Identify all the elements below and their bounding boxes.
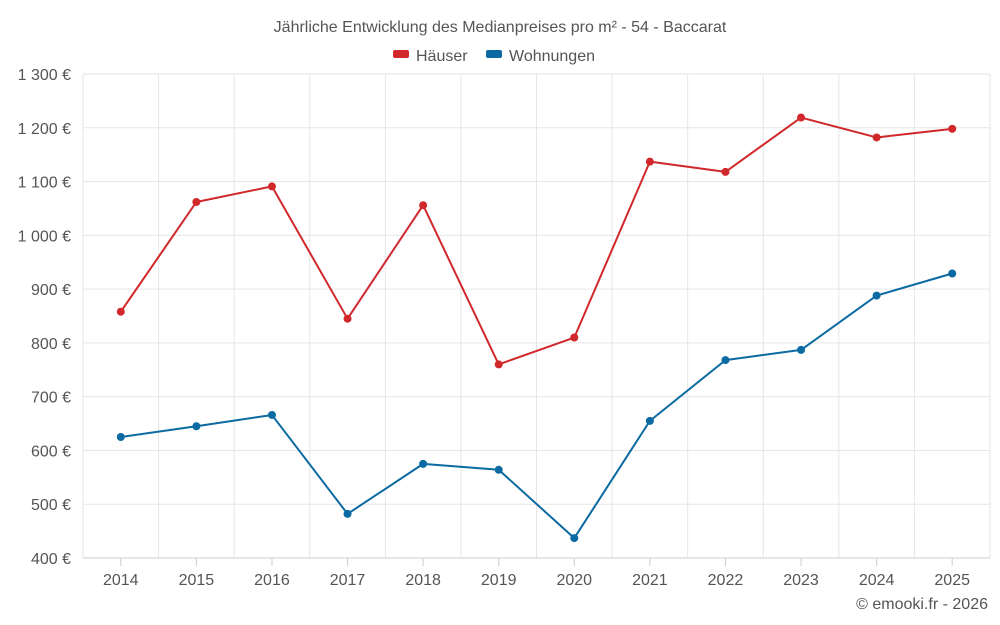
x-tick-label: 2017 [330, 572, 366, 589]
y-tick-label: 1 200 € [18, 121, 71, 138]
data-point[interactable] [192, 197, 201, 206]
data-point[interactable] [645, 416, 654, 425]
data-point[interactable] [267, 410, 276, 419]
series [116, 113, 957, 543]
legend: Häuser Wohnungen [393, 48, 595, 65]
y-tick-label: 600 € [31, 443, 71, 460]
data-point[interactable] [872, 133, 881, 142]
data-point[interactable] [797, 345, 806, 354]
data-point[interactable] [872, 291, 881, 300]
data-point[interactable] [948, 269, 957, 278]
y-tick-label: 1 000 € [18, 228, 71, 245]
y-axis: 400 € 500 € 600 € 700 € 800 € 900 € 1 000 € 1 1… [18, 67, 71, 568]
data-point[interactable] [494, 360, 503, 369]
data-point[interactable] [570, 534, 579, 543]
y-tick-label: 800 € [31, 336, 71, 353]
x-tick-label: 2020 [556, 572, 592, 589]
x-tick-label: 2025 [934, 572, 970, 589]
y-tick-label: 1 100 € [18, 175, 71, 192]
x-tick-label: 2014 [103, 572, 139, 589]
data-point[interactable] [343, 314, 352, 323]
x-tick-label: 2018 [405, 572, 441, 589]
data-point[interactable] [494, 465, 503, 474]
x-tick-label: 2021 [632, 572, 668, 589]
data-point[interactable] [343, 509, 352, 518]
credit-text: © emooki.fr - 2026 [856, 596, 988, 613]
x-tick-label: 2016 [254, 572, 290, 589]
series-line [120, 272, 953, 540]
legend-item-apartments[interactable]: Wohnungen [486, 48, 595, 65]
gridlines [82, 73, 991, 559]
legend-label-houses: Häuser [416, 48, 468, 65]
data-point[interactable] [948, 124, 957, 133]
series-line [119, 116, 953, 366]
legend-item-houses[interactable]: Häuser [393, 48, 468, 65]
data-point[interactable] [116, 433, 125, 441]
legend-label-apartments: Wohnungen [509, 48, 595, 65]
data-point[interactable] [267, 182, 276, 191]
chart-title: Jährliche Entwicklung des Medianpreises … [274, 19, 727, 36]
data-point[interactable] [419, 459, 428, 468]
y-tick-label: 1 300 € [18, 67, 71, 84]
data-point[interactable] [721, 356, 730, 365]
x-tick-label: 2024 [859, 572, 895, 589]
y-tick-label: 900 € [31, 282, 71, 299]
x-tick-label: 2022 [708, 572, 744, 589]
series-apartments [116, 269, 957, 543]
x-tick-label: 2019 [481, 572, 517, 589]
data-point[interactable] [192, 422, 201, 431]
y-tick-label: 500 € [31, 497, 71, 514]
x-tick-label: 2023 [783, 572, 819, 589]
data-point[interactable] [645, 157, 654, 166]
data-point[interactable] [419, 201, 428, 210]
y-tick-label: 700 € [31, 390, 71, 407]
series-houses [116, 113, 957, 369]
data-point[interactable] [797, 113, 806, 122]
y-tick-label: 400 € [31, 551, 71, 568]
x-axis: 2014 2015 2016 2017 2018 2019 2020 2021 2022 2023… [83, 557, 990, 589]
data-point[interactable] [721, 167, 730, 176]
data-point[interactable] [570, 333, 579, 342]
data-point[interactable] [116, 307, 125, 316]
legend-swatch-apartments [486, 50, 502, 58]
x-tick-label: 2015 [179, 572, 215, 589]
legend-swatch-houses [393, 50, 409, 58]
